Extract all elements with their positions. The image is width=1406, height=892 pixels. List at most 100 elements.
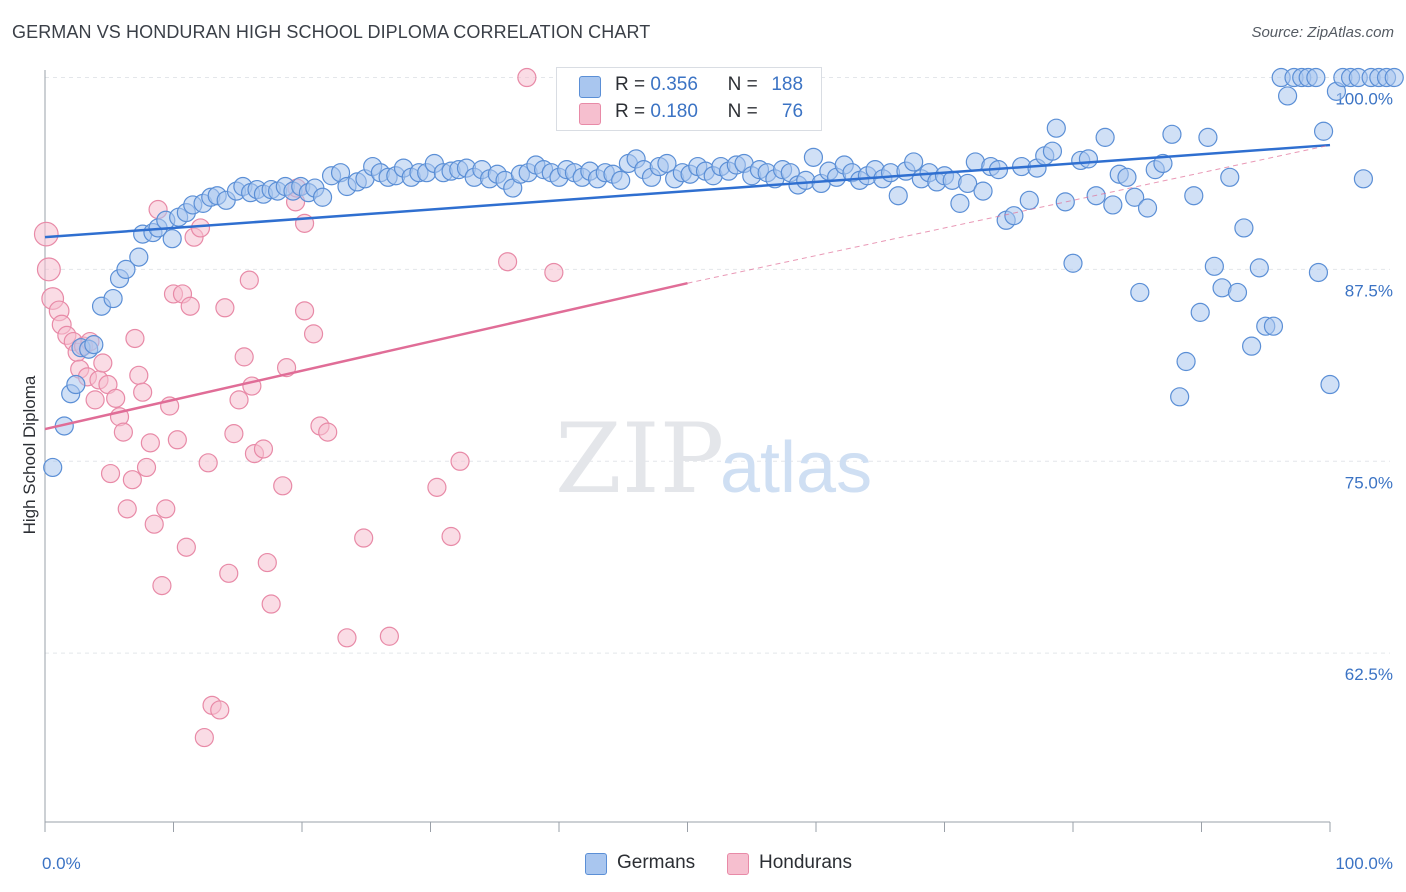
- honduran-point: [215, 298, 235, 318]
- honduran-point: [190, 218, 211, 238]
- german-point: [1184, 186, 1204, 206]
- german-point: [129, 247, 149, 267]
- german-point: [1242, 336, 1262, 356]
- german-point: [888, 186, 908, 206]
- honduran-point: [93, 353, 113, 373]
- honduran-point: [210, 700, 230, 720]
- chart-title: GERMAN VS HONDURAN HIGH SCHOOL DIPLOMA C…: [12, 22, 651, 42]
- honduran-point: [167, 430, 187, 450]
- correlation-legend: R = 0.356 N = 188 R = 0.180 N = 76: [556, 67, 822, 131]
- german-point: [1019, 190, 1039, 210]
- honduran-point: [100, 463, 121, 484]
- honduran-point: [303, 324, 324, 344]
- watermark-zip: ZIP: [555, 403, 724, 515]
- german-point: [1063, 253, 1083, 273]
- german-point: [1313, 121, 1334, 141]
- german-point: [1384, 67, 1404, 88]
- honduran-point: [450, 451, 470, 471]
- german-point: [803, 147, 824, 167]
- honduran-swatch: [579, 103, 601, 125]
- honduran-point: [122, 470, 142, 490]
- honduran-point: [219, 563, 239, 583]
- german-point: [1162, 124, 1182, 144]
- german-point: [1198, 127, 1218, 147]
- german-point: [1055, 192, 1075, 212]
- honduran-point: [257, 552, 277, 573]
- honduran-point: [239, 270, 259, 290]
- honduran-point: [156, 499, 176, 519]
- german-point: [611, 170, 631, 190]
- german-point: [1263, 316, 1284, 336]
- honduran-point: [106, 388, 126, 408]
- honduran-point: [117, 499, 137, 519]
- honduran-point: [140, 433, 160, 453]
- german-point: [904, 152, 924, 172]
- honduran-point: [498, 252, 518, 272]
- german-point: [958, 173, 978, 194]
- honduran-point: [129, 365, 149, 385]
- german-point: [1176, 351, 1196, 372]
- german-point: [66, 374, 86, 395]
- honduran-point: [133, 382, 153, 402]
- watermark: ZIP atlas: [555, 403, 872, 515]
- germans-legend-label: Germans: [617, 852, 696, 873]
- german-point: [657, 153, 677, 174]
- honduran-point: [517, 67, 537, 88]
- x-tick-labels: 0.0% 100.0%: [42, 854, 1393, 873]
- honduran-point: [354, 528, 374, 548]
- y-tick-label: 75.0%: [1345, 473, 1393, 492]
- honduran-point: [113, 422, 133, 442]
- german-point: [43, 457, 63, 478]
- german-point: [312, 187, 333, 207]
- german-point: [1320, 374, 1340, 395]
- honduran-point: [198, 453, 218, 473]
- german-point: [1103, 195, 1123, 215]
- german-swatch: [579, 76, 601, 98]
- y-tick-label: 100.0%: [1335, 90, 1393, 109]
- honduran-point: [261, 594, 281, 614]
- x-tick-label: 0.0%: [42, 854, 81, 873]
- honduran-point: [544, 262, 564, 283]
- honduran-point: [144, 514, 164, 534]
- german-point: [1306, 67, 1326, 88]
- honduran-n-value: 76: [781, 101, 804, 122]
- germans-swatch: [585, 853, 607, 875]
- german-point: [1204, 256, 1224, 276]
- honduran-point: [379, 626, 399, 646]
- r-label: R =: [615, 101, 646, 122]
- honduran-point: [180, 296, 200, 316]
- german-point: [1170, 387, 1190, 407]
- german-point: [1042, 141, 1063, 161]
- honduran-point: [441, 526, 461, 547]
- german-point: [1125, 187, 1145, 207]
- german-point: [1277, 86, 1298, 106]
- y-axis-label: High School Diploma: [20, 375, 39, 534]
- german-point: [973, 181, 993, 201]
- german-point: [1249, 258, 1269, 278]
- honduran-point: [136, 457, 157, 478]
- honduran-point: [318, 422, 338, 442]
- honduran-point: [224, 424, 244, 444]
- y-tick-label: 62.5%: [1345, 665, 1393, 684]
- german-point: [1046, 118, 1066, 138]
- y-tick-label: 87.5%: [1345, 281, 1393, 300]
- honduran-point: [85, 390, 105, 410]
- german-point: [1153, 153, 1173, 174]
- honduran-point: [152, 576, 172, 596]
- source-label: Source: ZipAtlas.com: [1251, 24, 1394, 41]
- german-point: [1190, 302, 1210, 322]
- x-tick-label: 100.0%: [1335, 854, 1393, 873]
- german-point: [103, 288, 123, 309]
- german-point: [1227, 282, 1248, 303]
- honduran-trend-extension: [687, 144, 1331, 284]
- german-point: [1234, 218, 1254, 238]
- honduran-point: [253, 439, 274, 459]
- y-tick-labels: 62.5% 75.0% 87.5% 100.0%: [1335, 90, 1393, 685]
- grid-lines: [45, 77, 1390, 654]
- axes: [44, 70, 1331, 832]
- german-point: [1308, 262, 1329, 283]
- german-r-value: 0.356: [650, 74, 698, 95]
- honduran-point: [176, 537, 196, 557]
- n-label: N =: [727, 74, 758, 95]
